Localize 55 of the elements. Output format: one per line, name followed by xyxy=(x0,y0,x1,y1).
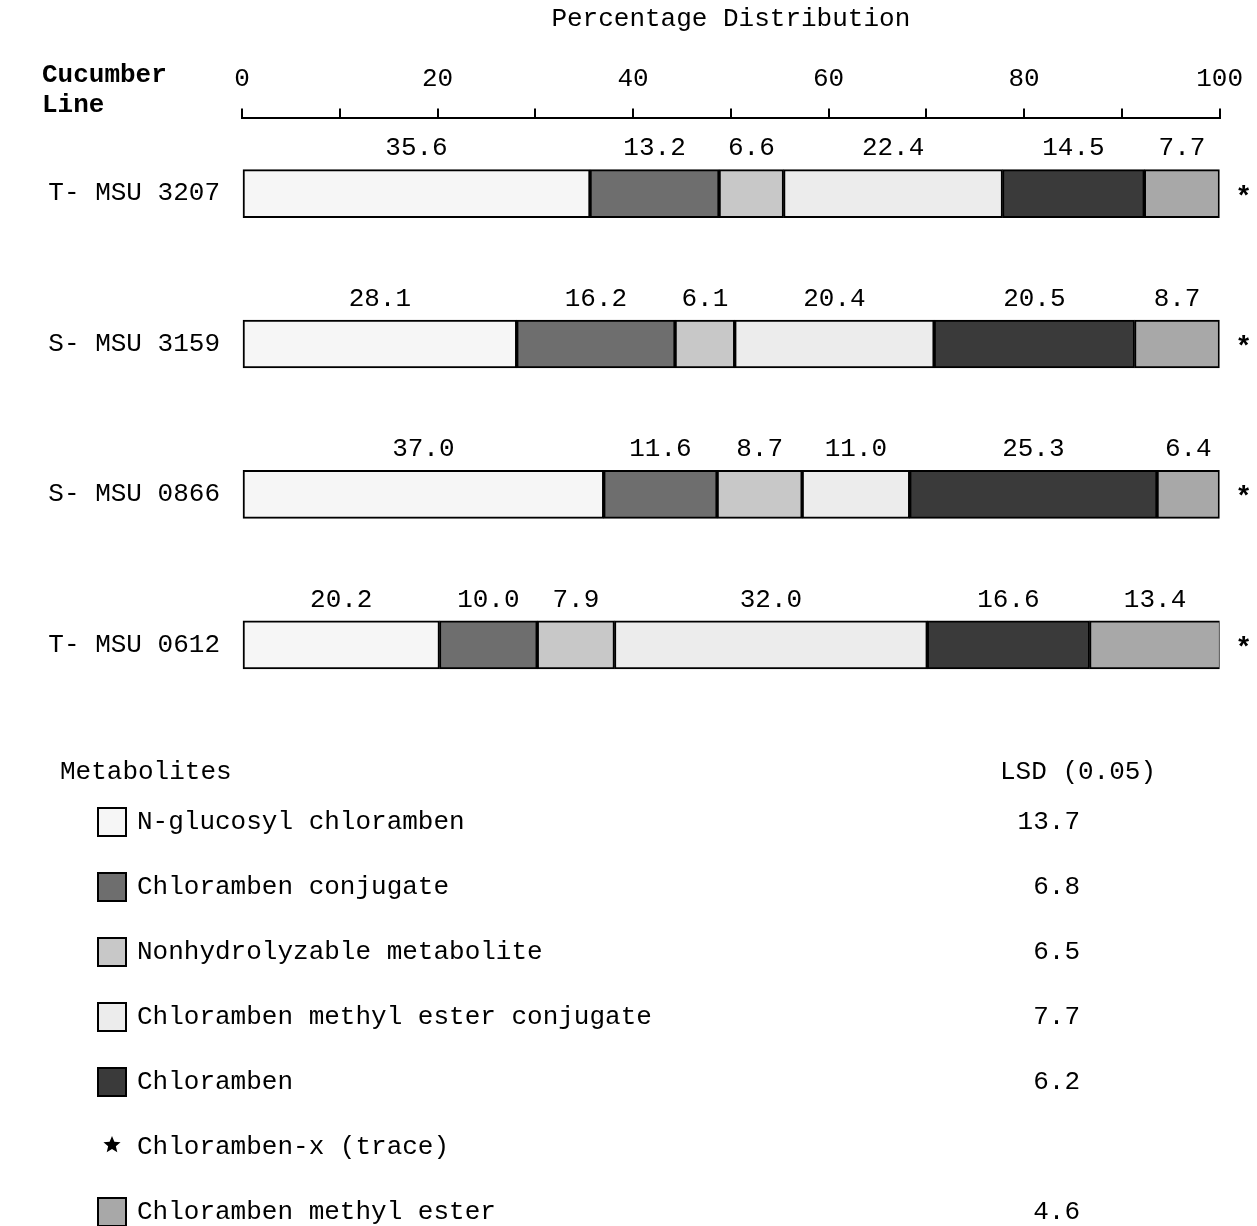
text: * xyxy=(1235,332,1252,364)
x-tick-label: 60 xyxy=(812,63,845,94)
data-label: 11.0 xyxy=(824,434,888,465)
legend-label: Chloramben conjugate xyxy=(137,871,450,902)
data-label: 28.1 xyxy=(348,283,412,314)
data-label: 11.6 xyxy=(629,434,692,465)
text: * xyxy=(1235,632,1252,664)
data-label: 10.0 xyxy=(457,584,520,615)
data-label: 16.6 xyxy=(977,584,1040,615)
data-label: 8.7 xyxy=(736,434,784,465)
x-axis-title: Percentage Distribution xyxy=(551,4,911,35)
y-tick-label: S- MSU 3159 xyxy=(48,328,220,359)
x-tick-label: 20 xyxy=(421,63,454,94)
text: * xyxy=(1235,482,1252,514)
text: LSD (0.05) xyxy=(1000,756,1157,787)
data-label: 35.6 xyxy=(385,133,448,164)
data-label: 20.4 xyxy=(803,283,866,314)
data-label: 20.5 xyxy=(1003,283,1066,314)
legend-label: Nonhydrolyzable metabolite xyxy=(137,936,543,967)
y-tick-label: S- MSU 0866 xyxy=(48,479,220,510)
x-tick-label: 40 xyxy=(617,63,649,94)
legend-label: Chloramben methyl ester xyxy=(137,1196,496,1226)
data-label: 13.4 xyxy=(1123,584,1187,615)
data-label: 16.2 xyxy=(564,283,628,314)
data-label: 22.4 xyxy=(861,133,925,164)
data-label: 6.1 xyxy=(681,283,729,314)
x-tick-label: 80 xyxy=(1008,63,1040,94)
data-label: 8.7 xyxy=(1153,283,1201,314)
text: 6.2 xyxy=(1033,1066,1080,1097)
text: 4.6 xyxy=(1033,1196,1080,1226)
legend-label: Chloramben methyl ester conjugate xyxy=(137,1001,652,1032)
text: 13.7 xyxy=(1017,806,1080,837)
y-axis-title: Cucumber Line xyxy=(42,60,168,120)
legend-label: N-glucosyl chloramben xyxy=(137,806,465,837)
text: 6.5 xyxy=(1033,936,1080,967)
text: * xyxy=(1235,181,1252,213)
text: 7.7 xyxy=(1033,1001,1080,1032)
data-label: 25.3 xyxy=(1002,434,1065,465)
data-label: 32.0 xyxy=(739,584,803,615)
data-label: 13.2 xyxy=(623,133,686,164)
legend-label: Chloramben-x (trace) xyxy=(137,1131,450,1162)
x-tick-label: 100 xyxy=(1196,63,1243,94)
x-tick-label: 0 xyxy=(234,63,250,94)
data-label: 7.7 xyxy=(1158,133,1206,164)
data-label: 37.0 xyxy=(392,434,455,465)
data-label: 14.5 xyxy=(1042,133,1105,164)
y-tick-label: T- MSU 3207 xyxy=(48,178,220,209)
text: 6.8 xyxy=(1033,871,1080,902)
legend-label: Chloramben xyxy=(137,1066,294,1097)
data-label: 6.4 xyxy=(1164,434,1212,465)
y-tick-label: T- MSU 0612 xyxy=(48,629,220,660)
data-label: 7.9 xyxy=(552,584,600,615)
legend-title: Metabolites xyxy=(60,756,232,787)
data-label: 20.2 xyxy=(310,584,373,615)
data-label: 6.6 xyxy=(727,133,775,164)
